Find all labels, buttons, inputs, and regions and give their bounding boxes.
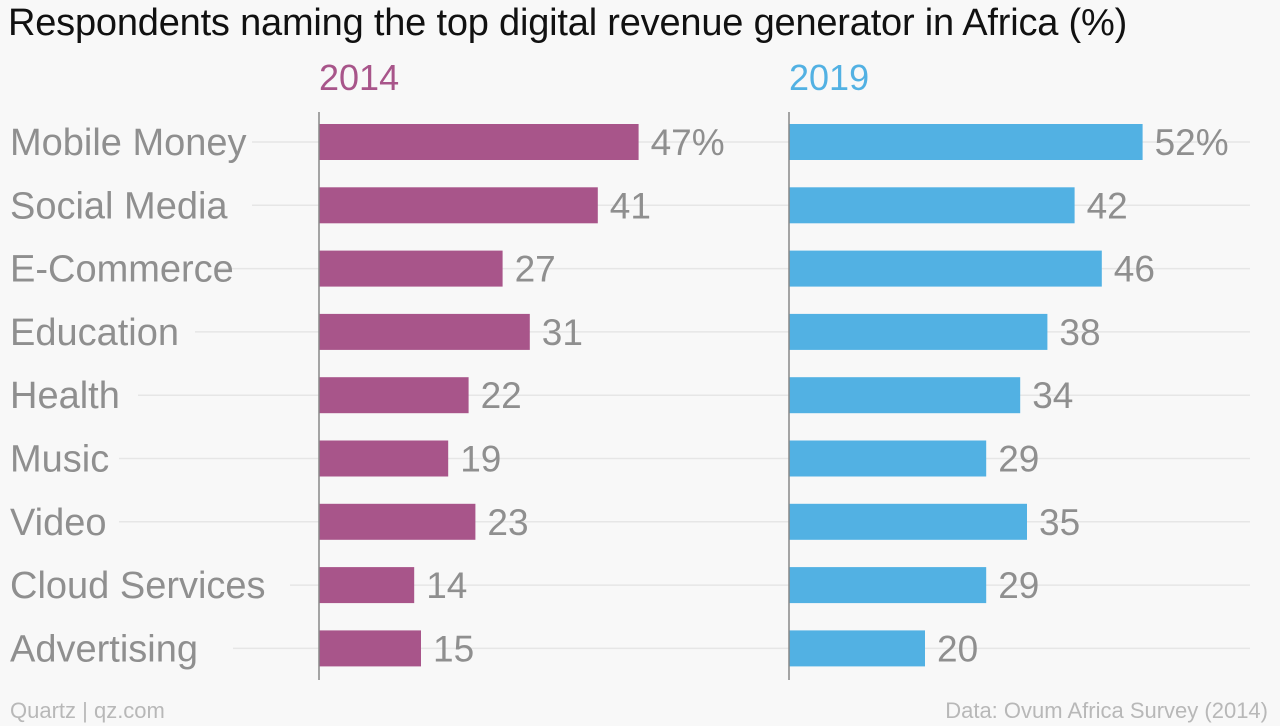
value-label: 27 xyxy=(515,249,556,290)
bar-2019-education xyxy=(789,313,1048,350)
bar-2019-advertising xyxy=(789,630,925,667)
value-label: 22 xyxy=(481,375,522,416)
bar-2019-mobile-money xyxy=(789,124,1143,160)
bar-2019-cloud-services xyxy=(789,567,987,604)
category-label: Advertising xyxy=(10,628,198,670)
value-label: 31 xyxy=(542,312,583,353)
bar-2014-social-media xyxy=(319,187,598,224)
bar-2014-e-commerce xyxy=(319,250,503,287)
series-header-2019: 2019 xyxy=(789,57,869,98)
value-label: 19 xyxy=(460,439,501,480)
bar-2014-education xyxy=(319,313,530,350)
category-label: Mobile Money xyxy=(10,122,247,164)
value-label: 15 xyxy=(433,628,474,669)
category-label: Music xyxy=(10,439,109,481)
value-label: 35 xyxy=(1039,502,1080,543)
bar-2019-social-media xyxy=(789,187,1075,224)
bar-2019-music xyxy=(789,440,987,477)
series-header-2014: 2014 xyxy=(319,57,399,98)
value-label: 14 xyxy=(426,565,467,606)
category-label: Education xyxy=(10,312,179,354)
value-label: 20 xyxy=(937,628,978,669)
category-label: Social Media xyxy=(10,185,228,227)
value-label: 38 xyxy=(1059,312,1100,353)
bar-2014-health xyxy=(319,377,469,414)
chart-title: Respondents naming the top digital reven… xyxy=(8,2,1128,44)
bar-2014-music xyxy=(319,440,449,477)
value-label: 29 xyxy=(998,565,1039,606)
value-label: 42 xyxy=(1087,185,1128,226)
bar-2019-e-commerce xyxy=(789,250,1102,287)
category-label: E-Commerce xyxy=(10,249,234,291)
value-label: 46 xyxy=(1114,249,1155,290)
bar-2014-mobile-money xyxy=(319,124,639,160)
bar-2014-video xyxy=(319,503,476,540)
value-label: 34 xyxy=(1032,375,1073,416)
value-label: 23 xyxy=(487,502,528,543)
bar-2019-video xyxy=(789,503,1027,540)
category-label: Cloud Services xyxy=(10,565,266,607)
footer-source: Data: Ovum Africa Survey (2014) xyxy=(945,698,1268,723)
bar-2014-advertising xyxy=(319,630,421,667)
value-label: 29 xyxy=(998,439,1039,480)
value-label: 47% xyxy=(651,122,725,163)
bar-2014-cloud-services xyxy=(319,567,415,604)
category-label: Video xyxy=(10,502,107,544)
category-label: Health xyxy=(10,375,120,417)
footer-credit: Quartz | qz.com xyxy=(10,698,165,723)
value-label: 41 xyxy=(610,185,651,226)
value-label: 52% xyxy=(1155,122,1229,163)
bar-2019-health xyxy=(789,377,1021,414)
